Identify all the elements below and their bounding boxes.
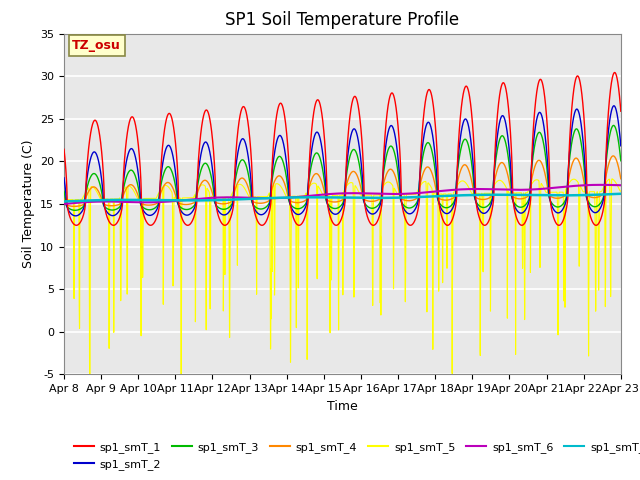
sp1_smT_7 [467, 192, 475, 198]
sp1_smT_4 [609, 153, 617, 159]
sp1_smT_3 [499, 133, 507, 139]
sp1_smT_7 [160, 197, 168, 203]
sp1_smT_7 [436, 193, 444, 199]
sp1_smT_7 [617, 191, 625, 197]
Line: sp1_smT_2: sp1_smT_2 [64, 106, 621, 216]
sp1_smT_3 [467, 158, 475, 164]
Legend: sp1_smT_1, sp1_smT_2, sp1_smT_3, sp1_smT_4, sp1_smT_5, sp1_smT_6, sp1_smT_7: sp1_smT_1, sp1_smT_2, sp1_smT_3, sp1_smT… [70, 438, 640, 474]
sp1_smT_5 [436, 191, 444, 197]
sp1_smT_1 [616, 102, 624, 108]
sp1_smT_4 [70, 204, 78, 209]
sp1_smT_4 [436, 196, 444, 202]
sp1_smT_6 [160, 199, 168, 204]
sp1_smT_2 [72, 213, 79, 219]
sp1_smT_3 [72, 207, 79, 213]
sp1_smT_7 [322, 194, 330, 200]
sp1_smT_1 [611, 70, 618, 75]
sp1_smT_5 [60, 197, 68, 203]
Line: sp1_smT_3: sp1_smT_3 [64, 125, 621, 210]
sp1_smT_5 [322, 193, 330, 199]
sp1_smT_5 [617, 188, 625, 194]
sp1_smT_5 [86, 416, 93, 422]
Y-axis label: Soil Temperature (C): Soil Temperature (C) [22, 140, 35, 268]
sp1_smT_1 [322, 152, 330, 158]
sp1_smT_6 [499, 187, 506, 192]
sp1_smT_2 [436, 204, 444, 210]
sp1_smT_5 [616, 188, 624, 194]
sp1_smT_3 [322, 192, 330, 198]
sp1_smT_2 [161, 153, 168, 158]
sp1_smT_5 [161, 183, 168, 189]
sp1_smT_4 [616, 173, 624, 179]
sp1_smT_4 [499, 160, 507, 166]
sp1_smT_3 [610, 122, 618, 128]
sp1_smT_2 [610, 103, 618, 108]
Line: sp1_smT_4: sp1_smT_4 [64, 156, 621, 206]
sp1_smT_3 [617, 158, 625, 164]
sp1_smT_4 [617, 176, 625, 181]
sp1_smT_1 [436, 208, 444, 214]
sp1_smT_5 [499, 180, 507, 185]
Line: sp1_smT_7: sp1_smT_7 [64, 194, 621, 202]
sp1_smT_6 [436, 188, 444, 194]
sp1_smT_5 [467, 190, 475, 195]
Line: sp1_smT_1: sp1_smT_1 [64, 72, 621, 225]
sp1_smT_7 [616, 191, 624, 197]
sp1_smT_3 [60, 189, 68, 194]
sp1_smT_6 [617, 182, 625, 188]
sp1_smT_6 [467, 186, 475, 192]
sp1_smT_4 [60, 196, 68, 202]
sp1_smT_1 [617, 108, 625, 114]
X-axis label: Time: Time [327, 400, 358, 413]
sp1_smT_7 [499, 192, 506, 198]
sp1_smT_4 [161, 182, 168, 188]
sp1_smT_2 [616, 137, 624, 143]
Title: SP1 Soil Temperature Profile: SP1 Soil Temperature Profile [225, 11, 460, 29]
sp1_smT_5 [608, 176, 616, 182]
Line: sp1_smT_5: sp1_smT_5 [64, 179, 621, 419]
sp1_smT_2 [499, 113, 507, 119]
sp1_smT_4 [322, 196, 330, 202]
sp1_smT_1 [60, 146, 68, 152]
sp1_smT_1 [467, 106, 475, 111]
sp1_smT_2 [60, 175, 68, 180]
sp1_smT_2 [467, 141, 475, 147]
sp1_smT_6 [616, 182, 624, 188]
sp1_smT_2 [322, 182, 330, 188]
sp1_smT_4 [467, 176, 475, 182]
sp1_smT_1 [499, 80, 506, 86]
sp1_smT_1 [160, 130, 168, 136]
sp1_smT_6 [596, 182, 604, 188]
sp1_smT_6 [322, 192, 330, 197]
sp1_smT_1 [555, 222, 563, 228]
sp1_smT_6 [60, 201, 68, 207]
Line: sp1_smT_6: sp1_smT_6 [64, 185, 621, 204]
sp1_smT_3 [616, 153, 624, 159]
sp1_smT_7 [60, 199, 68, 204]
sp1_smT_2 [617, 143, 625, 149]
sp1_smT_3 [436, 202, 444, 207]
Text: TZ_osu: TZ_osu [72, 39, 121, 52]
sp1_smT_3 [161, 169, 168, 175]
